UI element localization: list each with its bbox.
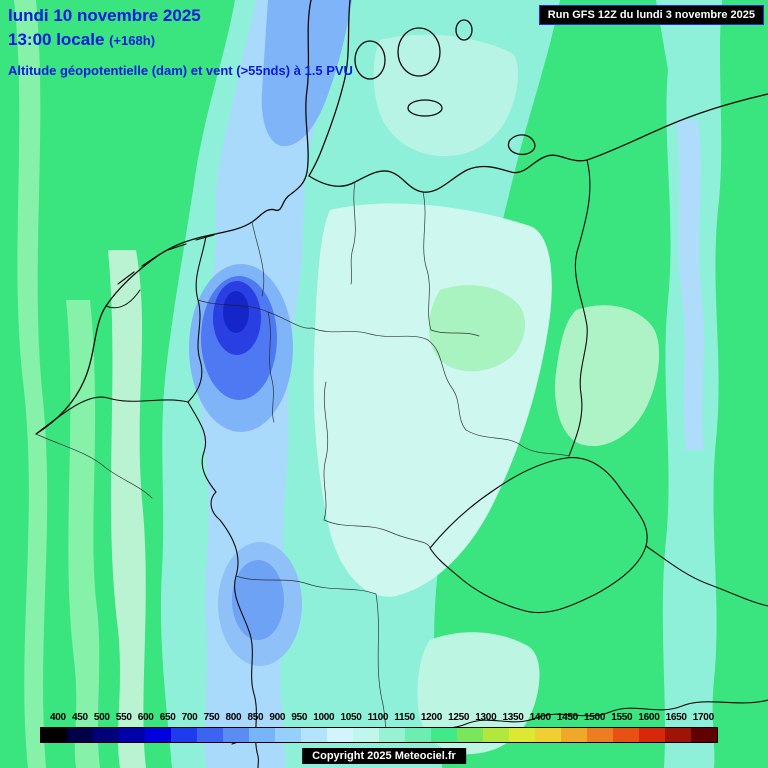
legend-color-cell xyxy=(509,728,535,742)
legend-value: 600 xyxy=(137,712,154,723)
valid-date: lundi 10 novembre 2025 xyxy=(8,6,201,25)
valid-time-text: 13:00 locale xyxy=(8,30,105,50)
legend-value: 700 xyxy=(181,712,198,723)
legend-value: 1050 xyxy=(340,712,362,723)
island-fyn xyxy=(354,40,386,80)
legend-value: 550 xyxy=(115,712,132,723)
legend-value: 1250 xyxy=(448,712,470,723)
legend-color-cell xyxy=(665,728,691,742)
legend-value: 1000 xyxy=(313,712,335,723)
legend-color-cell xyxy=(171,728,197,742)
legend-value: 1550 xyxy=(611,712,633,723)
legend-color-cell xyxy=(431,728,457,742)
legend-value: 500 xyxy=(93,712,110,723)
legend-value: 650 xyxy=(159,712,176,723)
legend-value: 850 xyxy=(247,712,264,723)
legend-colorbar xyxy=(40,727,718,743)
legend-color-cell xyxy=(93,728,119,742)
legend-color-cell xyxy=(67,728,93,742)
legend-color-cell xyxy=(691,728,717,742)
legend-value: 1350 xyxy=(502,712,524,723)
legend-value: 1100 xyxy=(367,712,389,723)
legend-value: 900 xyxy=(269,712,286,723)
legend-color-cell xyxy=(483,728,509,742)
state-borders xyxy=(35,181,570,735)
copyright: Copyright 2025 Meteociel.fr xyxy=(302,748,466,764)
legend-value: 400 xyxy=(50,712,66,723)
legend-value: 1700 xyxy=(692,712,714,723)
legend-color-cell xyxy=(353,728,379,742)
country-borders xyxy=(35,159,768,768)
legend-color-cell xyxy=(327,728,353,742)
legend-value: 800 xyxy=(225,712,242,723)
legend-values-row: 400 450 500 550 600 650 700 750 800 850 900 950 1000… xyxy=(50,712,714,723)
legend-value: 1650 xyxy=(665,712,687,723)
legend-value: 1450 xyxy=(556,712,578,723)
denmark-blue-patch xyxy=(261,0,352,147)
legend-color-cell xyxy=(405,728,431,742)
legend-value: 950 xyxy=(291,712,308,723)
legend-color-cell xyxy=(379,728,405,742)
island-ruegen xyxy=(507,134,536,156)
legend-value: 750 xyxy=(203,712,220,723)
forecast-offset: (+168h) xyxy=(109,33,156,49)
legend-color-cell xyxy=(197,728,223,742)
forecast-header: lundi 10 novembre 2025 13:00 locale (+16… xyxy=(8,6,353,78)
legend-value: 1300 xyxy=(475,712,497,723)
map-title: Altitude géopotentielle (dam) et vent (>… xyxy=(8,62,353,78)
legend-color-cell xyxy=(535,728,561,742)
legend-color-cell xyxy=(587,728,613,742)
legend-color-cell xyxy=(561,728,587,742)
frisian-islands xyxy=(117,234,215,285)
legend-color-cell xyxy=(275,728,301,742)
legend-color-cell xyxy=(249,728,275,742)
legend-color-cell xyxy=(223,728,249,742)
legend-color-cell xyxy=(119,728,145,742)
tropopause-minimum-core xyxy=(223,291,249,333)
legend-value: 450 xyxy=(71,712,88,723)
island-lolland xyxy=(407,99,443,117)
legend-color-cell xyxy=(457,728,483,742)
legend-color-cell xyxy=(301,728,327,742)
legend-color-cell xyxy=(613,728,639,742)
poland-border xyxy=(568,159,591,457)
legend-value: 1150 xyxy=(394,712,415,723)
legend-value: 1400 xyxy=(529,712,551,723)
legend-value: 1200 xyxy=(420,712,442,723)
legend-value: 1500 xyxy=(584,712,606,723)
legend-value: 1600 xyxy=(638,712,660,723)
valid-time: 13:00 locale (+168h) xyxy=(8,30,353,50)
legend-color-cell xyxy=(639,728,665,742)
island-zealand xyxy=(397,27,441,77)
legend-color-cell xyxy=(145,728,171,742)
legend-color-cell xyxy=(41,728,67,742)
run-info-box: Run GFS 12Z du lundi 3 novembre 2025 xyxy=(538,5,764,25)
